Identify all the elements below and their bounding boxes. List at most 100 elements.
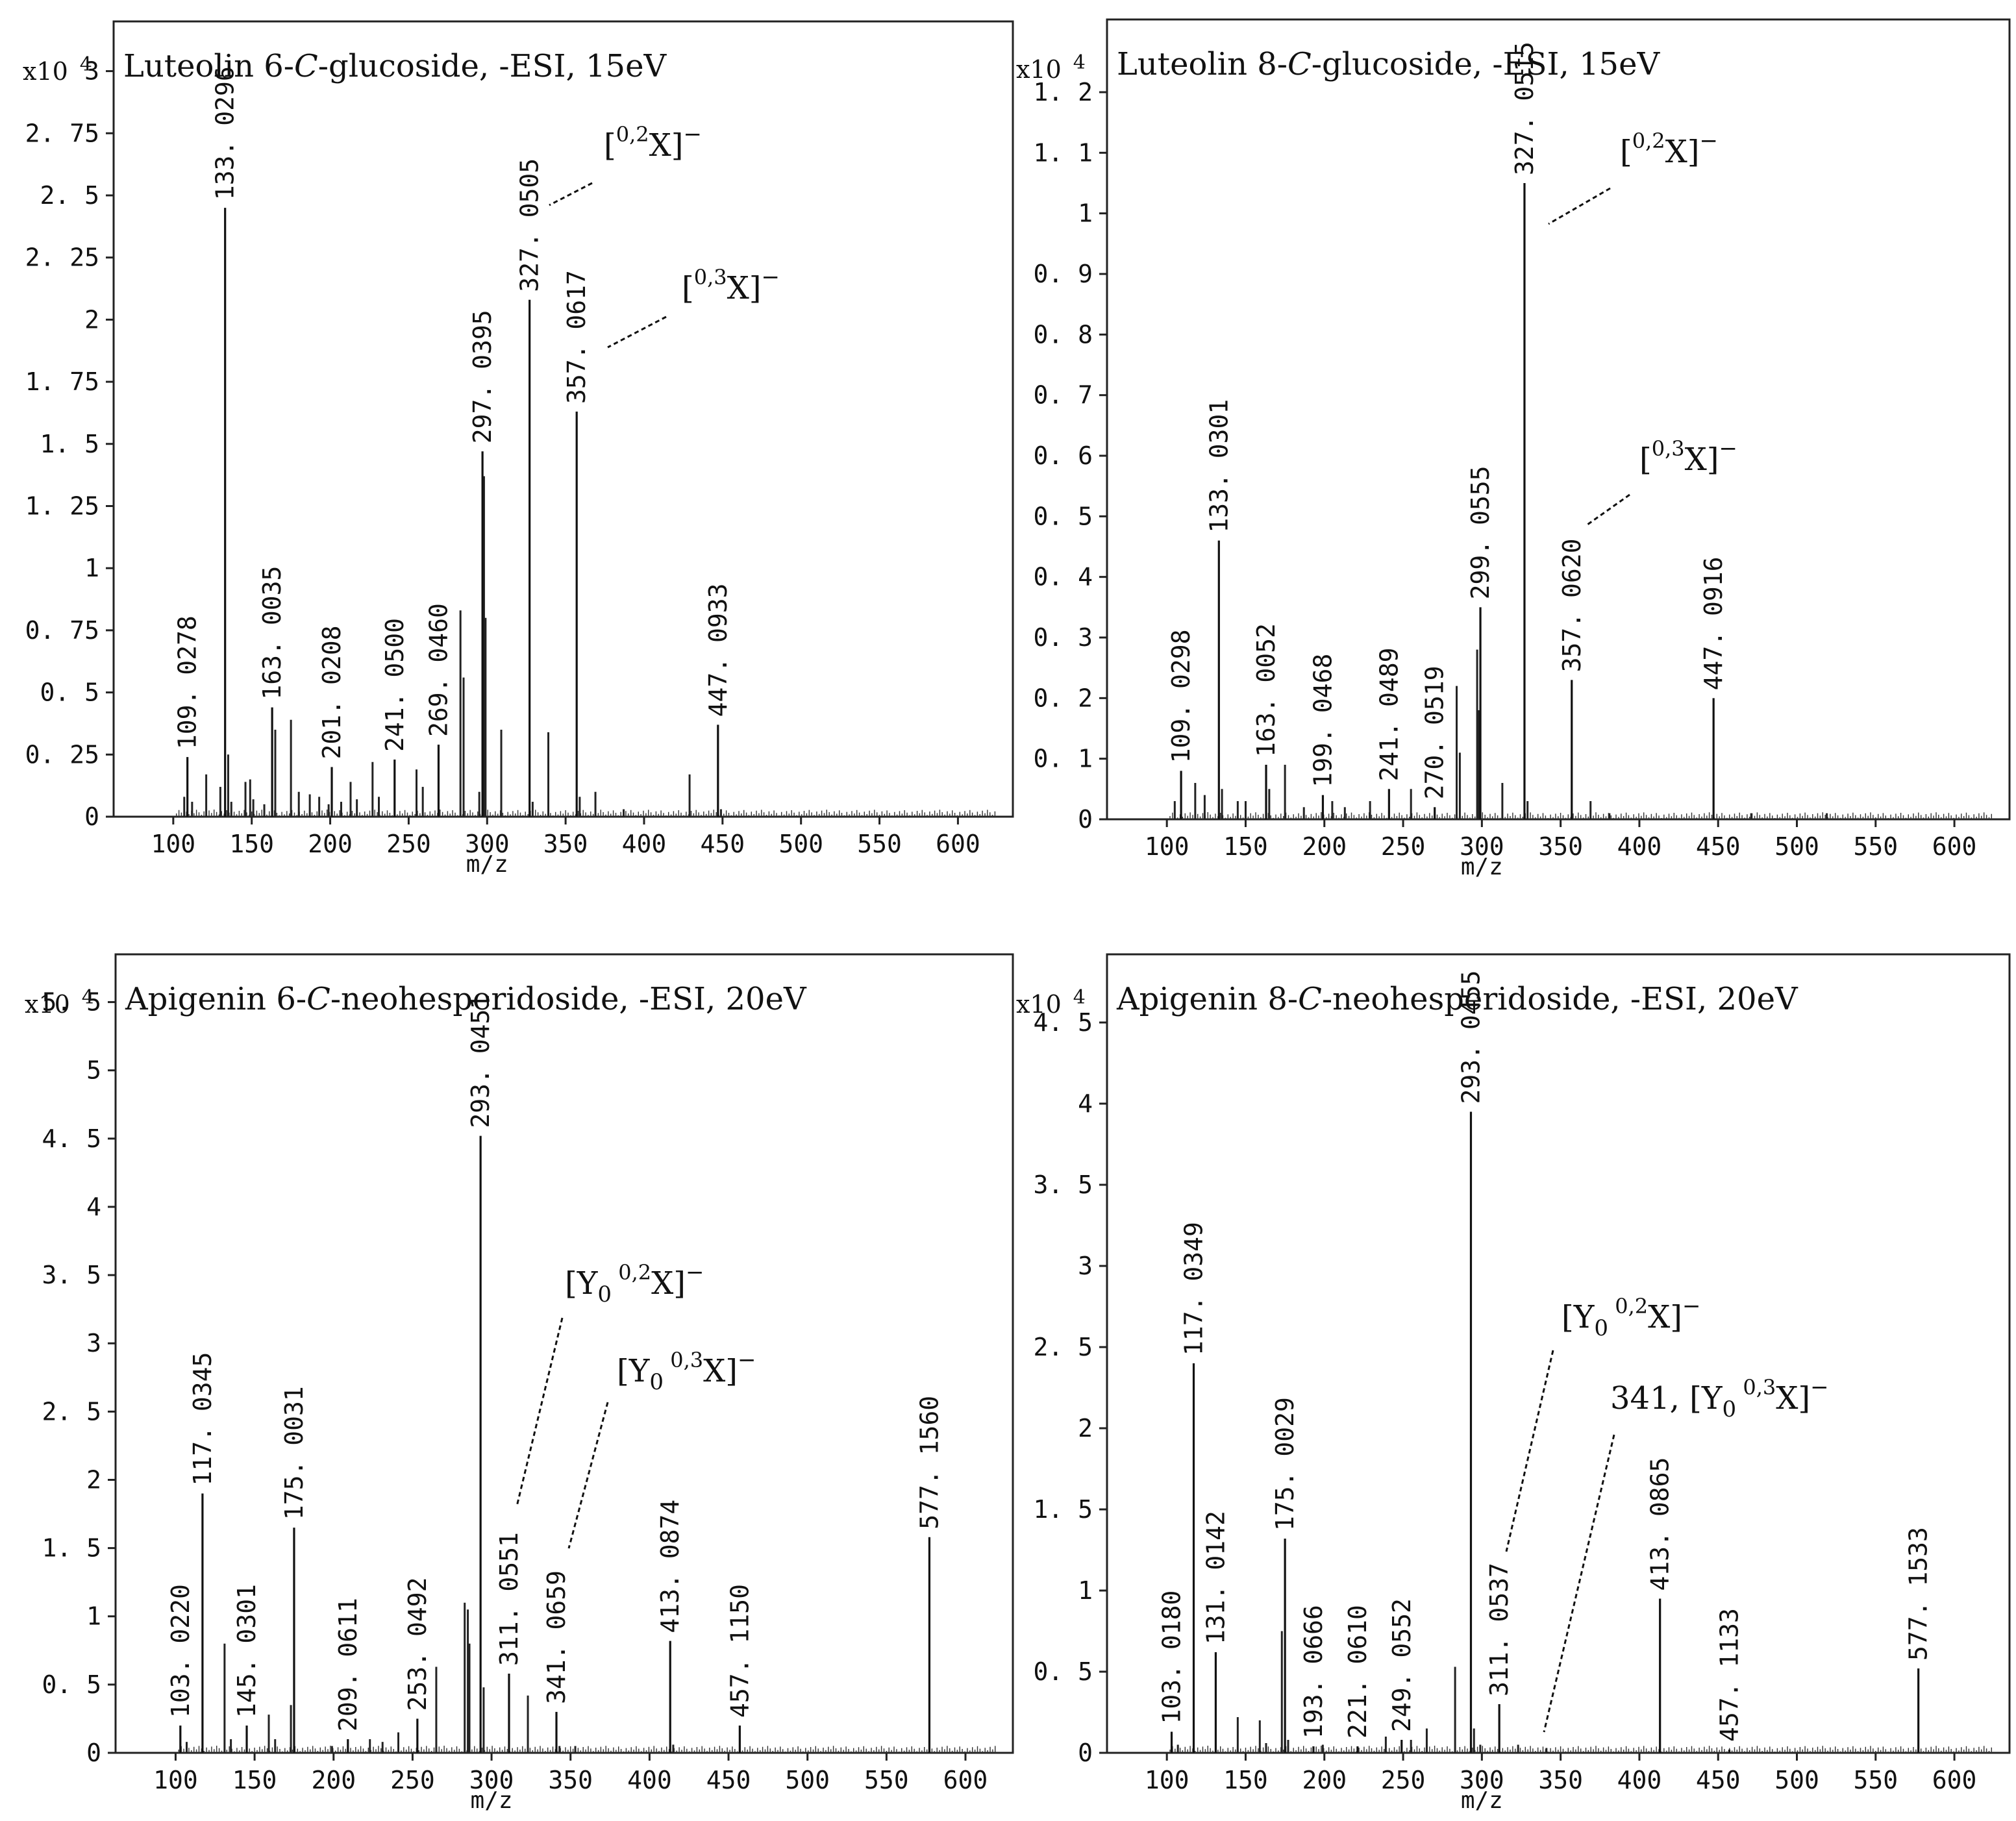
- x-tick-label: 200: [311, 1766, 356, 1794]
- annotation-text: [Y: [617, 1353, 651, 1389]
- y-tick-label: 1. 1: [1033, 138, 1093, 167]
- x-tick-label: 550: [864, 1766, 909, 1794]
- annotation-text: X]: [727, 270, 762, 306]
- x-tick-label: 150: [229, 830, 274, 858]
- peak-label: 447. 0933: [704, 583, 732, 717]
- x-tick-label: 500: [785, 1766, 830, 1794]
- annotation-charge: −: [1810, 1374, 1829, 1400]
- y-tick-label: 0. 2: [1033, 684, 1093, 712]
- x-axis-label: m/z: [471, 1787, 513, 1814]
- peak-label: 269. 0460: [424, 603, 453, 737]
- annotation-charge: −: [1719, 436, 1738, 462]
- x-tick-label: 500: [1774, 1766, 1819, 1794]
- panel-c: Apigenin 6-C-neohesperidoside, -ESI, 20e…: [25, 953, 1014, 1814]
- scale-base: x10: [1016, 990, 1062, 1019]
- y-tick-label: 1: [1078, 199, 1093, 228]
- y-tick-label: 2: [84, 305, 99, 334]
- fragment-annotation: [0,3X]−: [1639, 436, 1737, 478]
- peak-label: 117. 0349: [1180, 1222, 1208, 1356]
- y-tick-label: 1. 5: [1033, 1495, 1093, 1524]
- peak-label: 311. 0537: [1485, 1563, 1513, 1696]
- annotation-text: [: [604, 127, 616, 164]
- x-tick-label: 150: [1223, 832, 1268, 861]
- annotation-text: X]: [1776, 1380, 1810, 1417]
- peak-label: 413. 0865: [1646, 1457, 1674, 1591]
- panel-d: Apigenin 8-C-neohesperidoside, -ESI, 20e…: [1016, 953, 2011, 1814]
- chart-title: Luteolin 6-C-glucoside, -ESI, 15eV: [123, 48, 667, 84]
- x-tick-label: 600: [943, 1766, 988, 1794]
- x-tick-label: 150: [1223, 1766, 1268, 1794]
- y-tick-label: 0. 6: [1033, 441, 1093, 470]
- x-tick-label: 550: [1853, 832, 1898, 861]
- x-tick-label: 600: [936, 830, 980, 858]
- plot-frame: [1106, 18, 2011, 821]
- x-tick-label: 350: [1538, 1766, 1583, 1794]
- annotation-text: [: [1620, 134, 1632, 170]
- y-tick-label: 2. 5: [1033, 1333, 1093, 1361]
- peak-label: 221. 0610: [1343, 1605, 1372, 1739]
- annotation-text: X]: [703, 1353, 738, 1389]
- x-tick-label: 350: [543, 830, 588, 858]
- y-tick-label: 1: [1078, 1576, 1093, 1605]
- y-tick-label: 0. 7: [1033, 381, 1093, 410]
- peak-label: 163. 0035: [258, 566, 286, 700]
- annotation-charge: −: [1682, 1293, 1701, 1319]
- y-scale-label: x10 4: [25, 986, 94, 1019]
- annotation-leader: [567, 1402, 609, 1549]
- x-axis-label: m/z: [466, 851, 508, 878]
- y-tick-label: 1. 5: [40, 430, 99, 458]
- peak-label: 413. 0874: [656, 1500, 684, 1633]
- y-tick-label: 3: [86, 1329, 101, 1357]
- peak-label: 163. 0052: [1252, 623, 1280, 757]
- peak-label: 357. 0617: [562, 270, 591, 404]
- x-tick-label: 400: [627, 1766, 672, 1794]
- fragment-annotation: [0,3X]−: [682, 264, 780, 306]
- plot-frame: [112, 20, 1014, 818]
- peak-label: 253. 0492: [403, 1578, 432, 1711]
- x-tick-label: 300: [1460, 832, 1504, 861]
- annotation-charge: −: [1700, 128, 1719, 154]
- annotation-superscript: 0,2: [612, 1260, 651, 1285]
- annotation-superscript: 0,2: [1608, 1294, 1648, 1319]
- y-tick-label: 4. 5: [42, 1124, 101, 1153]
- x-tick-label: 250: [386, 830, 431, 858]
- annotation-charge: −: [686, 1259, 704, 1285]
- annotation-text: [: [1639, 441, 1652, 478]
- y-tick-label: 5: [86, 1056, 101, 1085]
- fragment-annotation: [0,2X]−: [1620, 128, 1718, 170]
- peak-label: 117. 0345: [188, 1352, 217, 1486]
- peak-label: 311. 0551: [495, 1532, 523, 1666]
- x-tick-label: 500: [1774, 832, 1819, 861]
- peak-label: 209. 0611: [334, 1598, 362, 1731]
- x-tick-label: 100: [153, 1766, 198, 1794]
- title-italic: C: [1288, 46, 1312, 82]
- annotation-text: X]: [651, 1265, 686, 1302]
- annotation-leader: [516, 1317, 564, 1507]
- annotation-charge: −: [738, 1347, 756, 1373]
- annotation-superscript: 0,3: [694, 265, 727, 290]
- scale-base: x10: [25, 990, 70, 1019]
- x-tick-label: 300: [465, 830, 510, 858]
- y-tick-label: 0: [1078, 805, 1093, 834]
- scale-base: x10: [23, 57, 68, 86]
- title-text: -glucoside, -ESI, 15eV: [1312, 46, 1661, 82]
- annotation-charge: −: [684, 121, 703, 147]
- y-tick-label: 0. 5: [40, 678, 99, 707]
- x-tick-label: 200: [1302, 832, 1347, 861]
- fragment-annotation: [Y0 0,3X]−: [617, 1347, 756, 1395]
- peak-label: 270. 0519: [1421, 665, 1449, 799]
- y-tick-label: 4: [86, 1193, 101, 1221]
- y-tick-label: 4. 5: [1033, 1008, 1093, 1037]
- peak-label: 457. 1133: [1715, 1608, 1743, 1742]
- title-text: -glucoside, -ESI, 15eV: [318, 48, 667, 84]
- y-tick-label: 1. 25: [25, 491, 99, 520]
- x-tick-label: 100: [151, 830, 196, 858]
- peak-label: 457. 1150: [725, 1584, 754, 1718]
- x-tick-label: 450: [1696, 832, 1741, 861]
- plot-frame: [1106, 953, 2011, 1754]
- scale-exponent: 4: [82, 986, 94, 1009]
- y-tick-label: 1. 2: [1033, 78, 1093, 106]
